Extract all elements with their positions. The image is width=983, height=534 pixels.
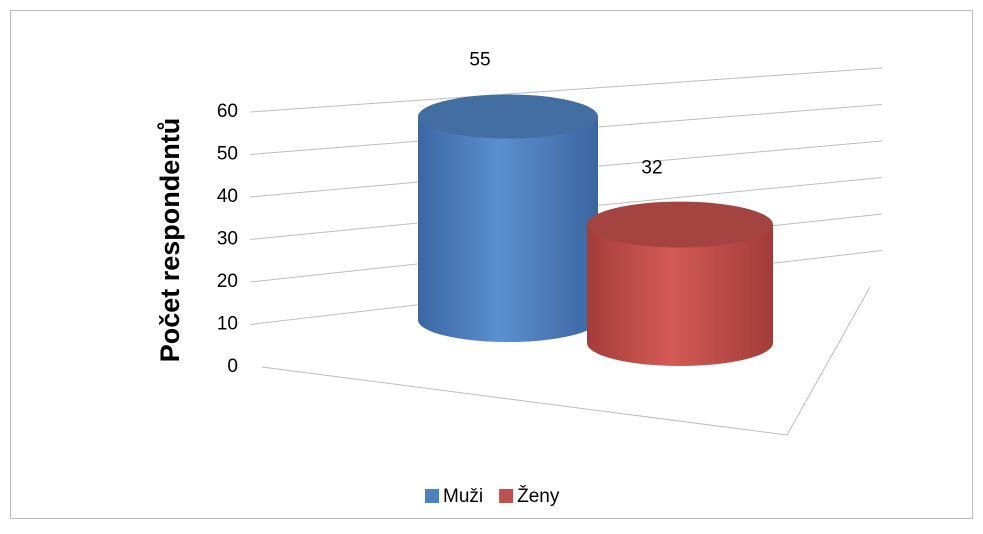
legend-swatch bbox=[499, 489, 514, 503]
cylinder bbox=[418, 116, 598, 342]
cylinder-top bbox=[418, 94, 598, 139]
y-axis-title: Počet respondentů bbox=[155, 118, 185, 363]
data-label: 32 bbox=[641, 158, 662, 179]
grid-line bbox=[249, 67, 883, 113]
legend-label: Muži bbox=[443, 486, 483, 507]
y-tick-label: 30 bbox=[217, 229, 238, 250]
y-tick-label: 50 bbox=[217, 144, 238, 165]
cylinder bbox=[587, 224, 773, 366]
y-tick-label: 0 bbox=[227, 356, 238, 377]
y-tick-label: 20 bbox=[217, 271, 238, 292]
y-tick-label: 10 bbox=[217, 314, 238, 335]
data-label: 55 bbox=[469, 50, 490, 71]
floor bbox=[261, 286, 871, 436]
legend-swatch bbox=[425, 489, 439, 503]
cylinder-top bbox=[587, 201, 773, 248]
y-tick-label: 60 bbox=[217, 101, 238, 122]
y-tick-label: 40 bbox=[217, 186, 238, 207]
legend-label: Ženy bbox=[517, 485, 560, 507]
